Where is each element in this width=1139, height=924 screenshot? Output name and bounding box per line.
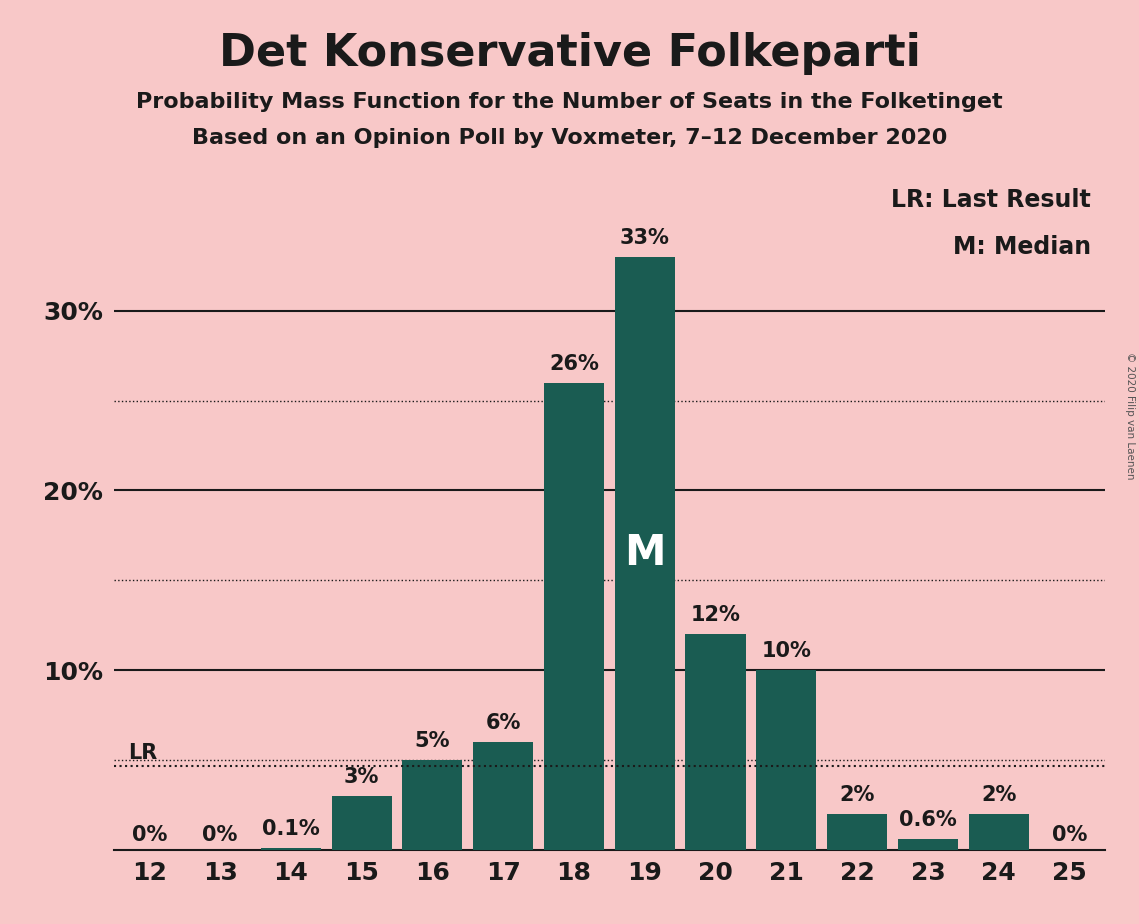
Text: 5%: 5% bbox=[415, 731, 450, 751]
Bar bbox=[968, 814, 1029, 850]
Text: 0.6%: 0.6% bbox=[899, 810, 957, 831]
Bar bbox=[473, 742, 533, 850]
Text: LR: Last Result: LR: Last Result bbox=[891, 188, 1091, 213]
Text: 0%: 0% bbox=[1051, 825, 1087, 845]
Bar bbox=[402, 760, 462, 850]
Bar bbox=[756, 670, 817, 850]
Bar bbox=[544, 383, 604, 850]
Text: 2%: 2% bbox=[981, 785, 1016, 805]
Text: 0%: 0% bbox=[203, 825, 238, 845]
Text: © 2020 Filip van Laenen: © 2020 Filip van Laenen bbox=[1125, 352, 1134, 480]
Text: LR: LR bbox=[128, 743, 157, 763]
Bar bbox=[261, 848, 321, 850]
Text: 6%: 6% bbox=[485, 713, 521, 734]
Bar bbox=[827, 814, 887, 850]
Text: Det Konservative Folkeparti: Det Konservative Folkeparti bbox=[219, 32, 920, 76]
Text: 12%: 12% bbox=[690, 605, 740, 626]
Text: Based on an Opinion Poll by Voxmeter, 7–12 December 2020: Based on an Opinion Poll by Voxmeter, 7–… bbox=[191, 128, 948, 148]
Text: 26%: 26% bbox=[549, 354, 599, 373]
Text: 0%: 0% bbox=[132, 825, 167, 845]
Text: 3%: 3% bbox=[344, 767, 379, 787]
Text: M: M bbox=[624, 532, 665, 575]
Bar bbox=[331, 796, 392, 850]
Text: 10%: 10% bbox=[761, 641, 811, 662]
Text: 2%: 2% bbox=[839, 785, 875, 805]
Text: M: Median: M: Median bbox=[952, 235, 1091, 259]
Text: Probability Mass Function for the Number of Seats in the Folketinget: Probability Mass Function for the Number… bbox=[137, 92, 1002, 113]
Bar bbox=[686, 634, 746, 850]
Text: 0.1%: 0.1% bbox=[262, 820, 320, 839]
Text: 33%: 33% bbox=[620, 227, 670, 248]
Bar bbox=[898, 839, 958, 850]
Bar bbox=[615, 257, 674, 850]
